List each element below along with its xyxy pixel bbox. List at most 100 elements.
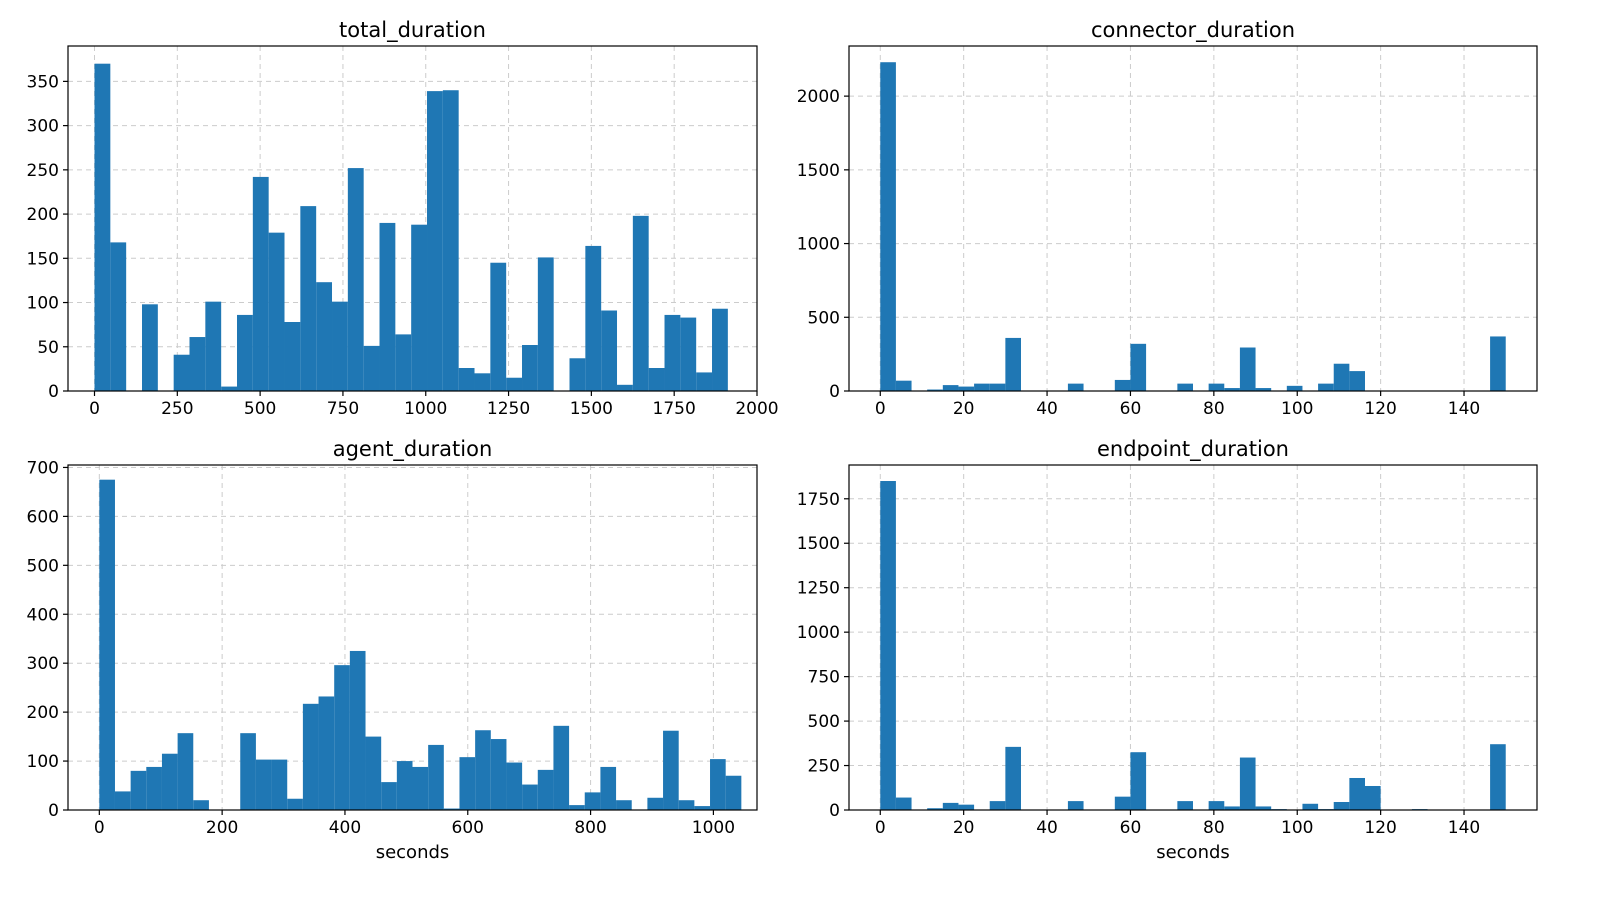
x-tick-label: 750 [327,399,359,419]
histogram-bar [1067,383,1084,391]
x-tick-label: 800 [574,818,606,838]
x-tick-label: 200 [206,818,238,838]
x-tick-label: 0 [94,818,105,838]
histogram-bar [1490,744,1506,810]
histogram-bar [284,322,301,391]
histogram-bar [237,314,253,391]
histogram-bar [302,703,319,810]
histogram-bar [678,800,695,810]
histogram-bar [880,481,896,810]
y-tick-label: 500 [808,712,840,732]
histogram-bar [458,368,475,391]
histogram-bar [1255,806,1272,810]
histogram-bar [600,766,617,810]
histogram-bar [1114,796,1131,810]
x-tick-label: 400 [329,818,361,838]
histogram-bar [349,650,366,810]
x-tick-label: 1750 [653,399,696,419]
histogram-bar [443,808,460,810]
histogram-bar [989,801,1006,810]
x-tick-label: 140 [1448,399,1480,419]
y-tick-label: 100 [27,752,59,772]
histogram-bar [1302,803,1319,810]
histogram-bar [99,479,115,810]
histogram-bar [506,377,523,391]
y-tick-label: 200 [27,703,59,723]
histogram-bar [584,792,601,810]
histogram-bar [647,797,664,810]
histogram-bar [395,334,412,391]
x-tick-label: 2000 [735,399,778,419]
histogram-bar [114,791,131,810]
y-tick-label: 50 [37,338,59,358]
x-tick-label: 0 [875,399,886,419]
histogram-bar [617,384,633,391]
histogram-bar [189,337,206,391]
histogram-bar [268,232,285,391]
histogram-bar [506,762,523,810]
histogram-bar [1318,383,1334,391]
histogram-bar [1130,343,1147,391]
histogram-bar [1005,746,1021,810]
x-tick-label: 0 [875,818,886,838]
histogram-bar [365,736,382,810]
histogram-bar [271,759,288,810]
histogram-bar [1005,337,1021,391]
histogram-bar [146,766,162,810]
x-axis-label: seconds [376,842,450,863]
histogram-bar [427,91,443,391]
histogram-bar [710,759,726,810]
histogram-panel: 0 20 40 60 80 100 120 140 0 250 500 750 1000 1250 1500… [797,437,1538,863]
histogram-bar [1490,336,1506,391]
y-tick-label: 250 [27,161,59,181]
chart-title: agent_duration [333,437,493,462]
histogram-bar [537,257,554,391]
y-tick-label: 350 [27,72,59,92]
y-tick-label: 2000 [797,87,840,107]
histogram-bar [205,301,222,391]
histogram-panel: 0 20 40 60 80 100 120 140 0 500 1000 1500 2000 connec… [797,18,1538,419]
histogram-bar [255,759,272,810]
histogram-bar [396,761,413,810]
histogram-bar [316,282,333,391]
axes-frame [848,45,1538,392]
histogram-bar [1224,388,1240,391]
histogram-bar [663,730,679,810]
y-tick-label: 200 [27,205,59,225]
x-tick-label: 1000 [692,818,735,838]
histogram-bar [895,380,912,391]
x-tick-label: 0 [89,399,100,419]
histogram-bar [347,168,364,391]
histogram-bar [459,757,476,810]
x-tick-label: 20 [953,818,975,838]
histogram-bar [490,262,507,391]
histogram-bar [1224,806,1240,810]
histogram-bar [428,744,444,810]
y-tick-label: 0 [829,801,840,821]
x-tick-label: 1500 [570,399,613,419]
histogram-bar [173,354,190,391]
y-tick-label: 600 [27,507,59,527]
histogram-bar [332,301,348,391]
histogram-bar [1114,379,1131,391]
histogram-bar [1177,801,1193,810]
histogram-bar [927,389,943,391]
histogram-bar [363,345,380,391]
x-tick-label: 60 [1120,399,1142,419]
histogram-bar [1239,757,1256,810]
y-tick-label: 100 [27,294,59,314]
y-tick-label: 0 [48,382,59,402]
histogram-bar [474,373,491,391]
histogram-bar [142,304,158,391]
histogram-panel: 0 250 500 750 1000 1250 1500 1750 2000 0 50 100 150 2… [27,18,779,419]
histogram-bar [193,800,209,810]
histogram-bar [537,769,554,810]
histogram-bar [895,797,912,810]
histogram-bar [616,800,632,810]
histogram-bar [553,725,570,810]
histogram-bar [680,317,697,391]
histogram-bar [1333,801,1350,810]
y-tick-label: 300 [27,654,59,674]
histogram-panel: 0 200 400 600 800 1000 0 100 200 300 400 500 600 700 a… [27,437,758,863]
y-tick-label: 250 [808,757,840,777]
